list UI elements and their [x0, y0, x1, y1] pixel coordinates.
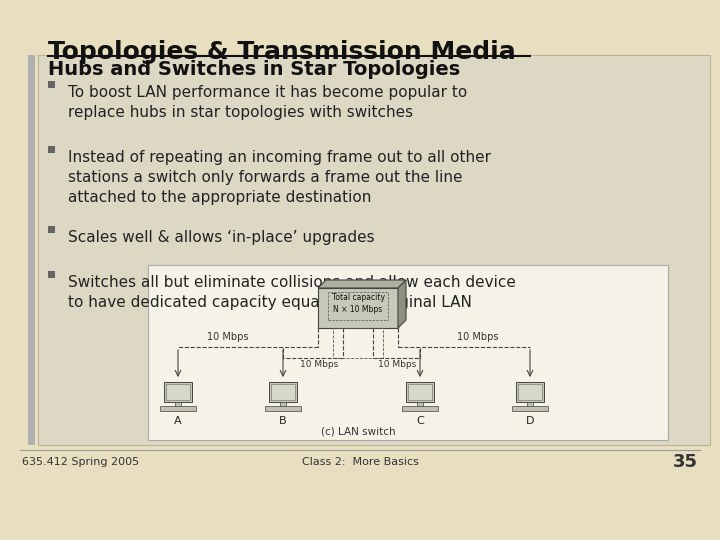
Bar — [28, 55, 35, 445]
Bar — [269, 382, 297, 402]
Text: 635.412 Spring 2005: 635.412 Spring 2005 — [22, 457, 139, 467]
Bar — [265, 406, 301, 411]
Text: 35: 35 — [673, 453, 698, 471]
Bar — [527, 402, 533, 407]
Bar — [518, 384, 542, 400]
Bar — [333, 328, 383, 358]
Text: C: C — [416, 416, 424, 426]
Text: To boost LAN performance it has become popular to
replace hubs in star topologie: To boost LAN performance it has become p… — [68, 85, 467, 120]
Bar — [402, 406, 438, 411]
Bar — [164, 382, 192, 402]
Polygon shape — [398, 280, 406, 328]
Bar — [408, 384, 432, 400]
Bar — [516, 382, 544, 402]
Text: D: D — [526, 416, 534, 426]
Bar — [48, 146, 55, 153]
Bar — [48, 81, 55, 88]
Text: Switches all but eliminate collisions and allow each device
to have dedicated ca: Switches all but eliminate collisions an… — [68, 275, 516, 310]
Bar — [38, 55, 710, 445]
Text: 10 Mbps: 10 Mbps — [300, 360, 338, 369]
Text: (c) LAN switch: (c) LAN switch — [320, 427, 395, 437]
Text: Instead of repeating an incoming frame out to all other
stations a switch only f: Instead of repeating an incoming frame o… — [68, 150, 491, 205]
Text: 10 Mbps: 10 Mbps — [378, 360, 416, 369]
Bar — [328, 292, 388, 320]
Text: N × 10 Mbps: N × 10 Mbps — [333, 306, 382, 314]
Polygon shape — [318, 280, 406, 288]
Text: Topologies & Transmission Media: Topologies & Transmission Media — [48, 40, 516, 64]
Text: 10 Mbps: 10 Mbps — [457, 332, 499, 342]
Bar — [271, 384, 295, 400]
Text: Total capacity: Total capacity — [331, 294, 384, 302]
Bar — [512, 406, 548, 411]
Bar — [280, 402, 286, 407]
Text: Class 2:  More Basics: Class 2: More Basics — [302, 457, 418, 467]
Bar — [48, 271, 55, 278]
Bar — [318, 288, 398, 328]
Text: 10 Mbps: 10 Mbps — [207, 332, 248, 342]
Bar — [148, 265, 668, 440]
Bar — [417, 402, 423, 407]
Text: A: A — [174, 416, 182, 426]
Bar — [406, 382, 434, 402]
Text: B: B — [279, 416, 287, 426]
Text: Scales well & allows ‘in-place’ upgrades: Scales well & allows ‘in-place’ upgrades — [68, 230, 374, 245]
Bar — [175, 402, 181, 407]
Bar — [48, 226, 55, 233]
Bar — [160, 406, 196, 411]
Text: Hubs and Switches in Star Topologies: Hubs and Switches in Star Topologies — [48, 60, 460, 79]
Bar — [166, 384, 190, 400]
